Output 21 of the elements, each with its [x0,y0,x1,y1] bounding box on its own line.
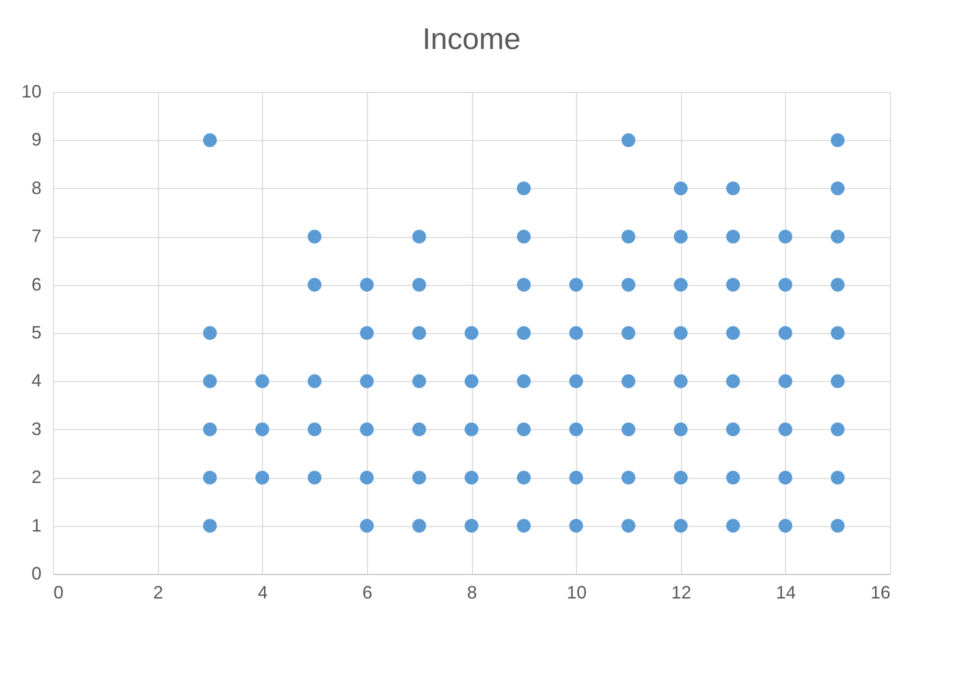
y-tick-label: 1 [31,515,42,536]
x-tick-label: 6 [362,582,372,602]
y-tick-label: 0 [31,564,42,584]
x-tick-label: 2 [153,582,164,602]
x-tick-label: 4 [258,582,268,602]
y-tick-label: 3 [31,418,42,439]
y-tick-label: 4 [31,370,42,391]
x-tick-label: 12 [671,582,692,602]
y-tick-label: 7 [31,226,42,246]
x-tick-label: 14 [776,582,796,602]
x-tick-label: 0 [54,582,64,602]
x-tick-label: 16 [870,582,890,602]
y-tick-label: 9 [31,130,42,150]
y-tick-label: 8 [31,178,42,198]
y-tick-label: 6 [31,274,42,294]
y-tick-label: 5 [31,322,42,342]
x-tick-label: 8 [466,582,478,602]
chart-title: Income [422,23,521,56]
x-tick-label: 10 [566,582,587,602]
y-tick-label: 10 [21,82,42,102]
y-tick-label: 2 [31,467,42,488]
